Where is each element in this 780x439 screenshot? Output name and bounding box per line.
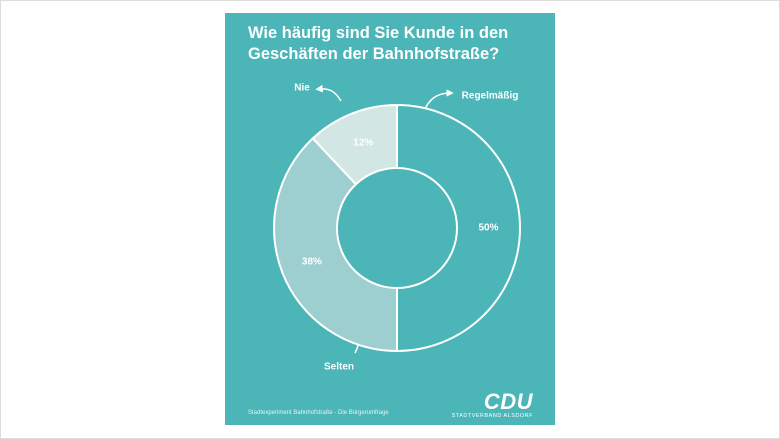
org: STADTVERBAND ALSDORF — [451, 413, 533, 419]
category-label: Nie — [294, 83, 310, 94]
caption: Stadtexperiment Bahnhofstraße - Die Bürg… — [248, 410, 389, 416]
category-label: Regelmäßig — [462, 91, 519, 102]
arrow — [315, 84, 342, 102]
value-label: 12% — [353, 138, 373, 149]
category-label: Selten — [324, 362, 354, 373]
slice — [396, 103, 521, 353]
chart: 50% Regelmäßig 38% Selten 12% Nie — [273, 83, 521, 373]
value-label: 50% — [478, 223, 498, 234]
value-label: 38% — [302, 256, 322, 267]
slice — [273, 136, 398, 353]
chart-title: Wie häufig sind Sie Kunde in den Geschäf… — [248, 24, 509, 63]
poster: 50% Regelmäßig 38% Selten 12% Nie Wie häufig … — [225, 13, 555, 425]
slice — [311, 103, 398, 186]
logo: CDU — [483, 389, 533, 414]
